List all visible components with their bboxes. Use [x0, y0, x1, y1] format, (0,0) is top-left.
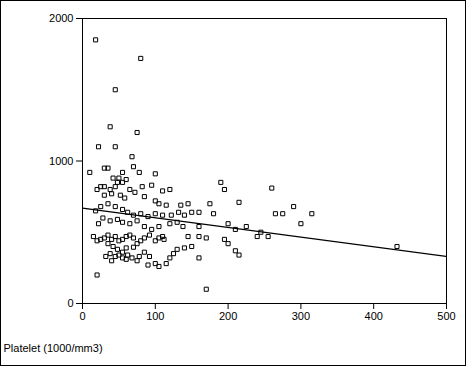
svg-text:0: 0: [79, 310, 85, 322]
svg-text:300: 300: [292, 310, 310, 322]
svg-text:400: 400: [365, 310, 383, 322]
svg-text:Platelet (1000/mm3): Platelet (1000/mm3): [4, 342, 103, 354]
svg-text:2000: 2000: [49, 12, 73, 24]
svg-text:0: 0: [67, 297, 73, 309]
svg-text:200: 200: [219, 310, 237, 322]
svg-text:100: 100: [146, 310, 164, 322]
svg-text:500: 500: [437, 310, 455, 322]
svg-text:1000: 1000: [49, 155, 73, 167]
